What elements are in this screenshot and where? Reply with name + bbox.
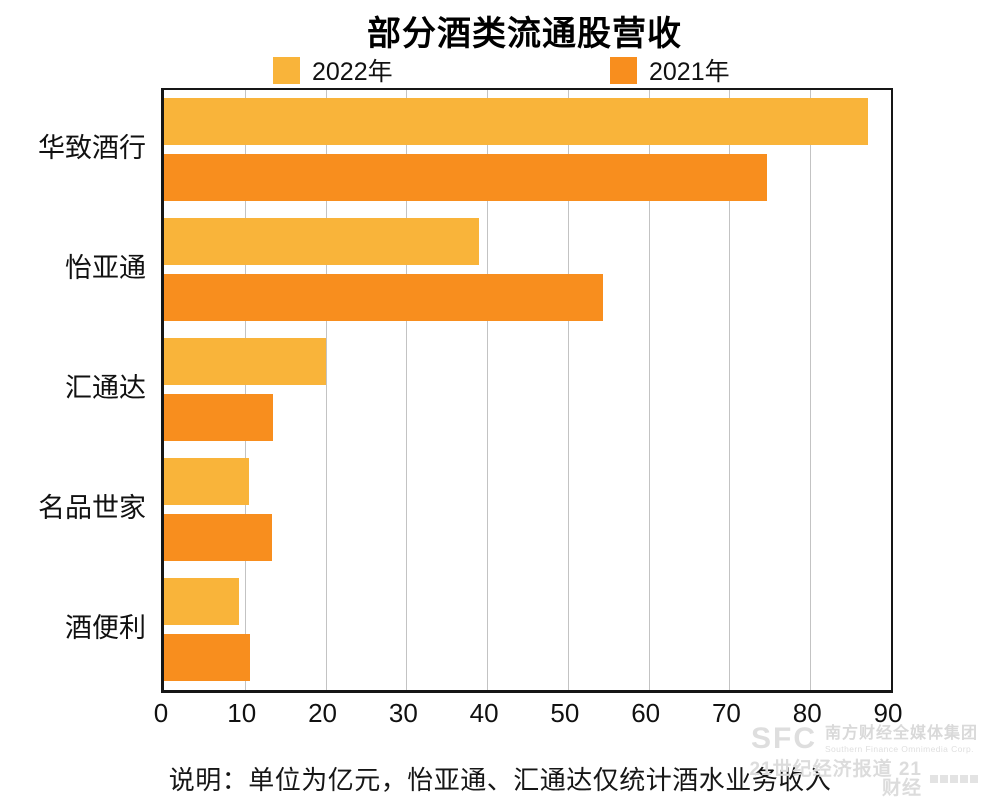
legend-swatch-2021 xyxy=(610,56,637,84)
legend-item-2022: 2022年 xyxy=(273,52,393,88)
gridline-20 xyxy=(325,90,327,690)
gridline-60 xyxy=(648,90,650,690)
bar-2022年-华致酒行 xyxy=(164,98,868,145)
category-label-酒便利: 酒便利 xyxy=(65,613,146,643)
footer-note: 说明：单位为亿元，怡亚通、汇通达仅统计酒水业务收入 xyxy=(168,765,832,795)
publisher-watermark-row1: SFC 南方财经全媒体集团 Southern Finance Omnimedia… xyxy=(742,724,978,754)
x-tick-label-40: 40 xyxy=(469,698,499,728)
gridline-30 xyxy=(406,90,408,690)
legend-swatch-2022 xyxy=(273,56,300,84)
bar-2021年-怡亚通 xyxy=(164,274,603,321)
bar-2022年-酒便利 xyxy=(164,578,240,625)
legend-label-2021: 2021年 xyxy=(649,58,730,86)
gridline-40 xyxy=(487,90,489,690)
legend-item-2021: 2021年 xyxy=(610,52,730,88)
gridline-10 xyxy=(244,90,246,690)
x-tick-label-70: 70 xyxy=(711,698,741,728)
x-tick-label-0: 0 xyxy=(153,698,169,728)
x-tick-label-90: 90 xyxy=(873,698,903,728)
category-label-怡亚通: 怡亚通 xyxy=(65,253,146,283)
bar-2022年-汇通达 xyxy=(164,338,327,385)
x-tick-label-80: 80 xyxy=(792,698,822,728)
x-tick-label-10: 10 xyxy=(227,698,257,728)
legend-label-2022: 2022年 xyxy=(312,58,393,86)
bar-2021年-名品世家 xyxy=(164,514,273,561)
category-label-名品世家: 名品世家 xyxy=(38,493,146,523)
x-tick-label-20: 20 xyxy=(308,698,338,728)
bar-2022年-怡亚通 xyxy=(164,218,480,265)
x-tick-label-30: 30 xyxy=(388,698,418,728)
gridline-80 xyxy=(810,90,812,690)
plot-area xyxy=(161,88,893,693)
bar-2021年-汇通达 xyxy=(164,394,274,441)
x-tick-label-60: 60 xyxy=(631,698,661,728)
category-label-汇通达: 汇通达 xyxy=(65,373,146,403)
bar-2022年-名品世家 xyxy=(164,458,249,505)
bar-2021年-华致酒行 xyxy=(164,154,767,201)
x-tick-label-50: 50 xyxy=(550,698,580,728)
publisher-name-en: Southern Finance Omnimedia Corp. xyxy=(824,744,974,754)
gridline-70 xyxy=(729,90,731,690)
chart-title: 部分酒类流通股营收 xyxy=(367,15,682,53)
bar-2021年-酒便利 xyxy=(164,634,251,681)
gridline-50 xyxy=(567,90,569,690)
category-label-华致酒行: 华致酒行 xyxy=(38,133,146,163)
